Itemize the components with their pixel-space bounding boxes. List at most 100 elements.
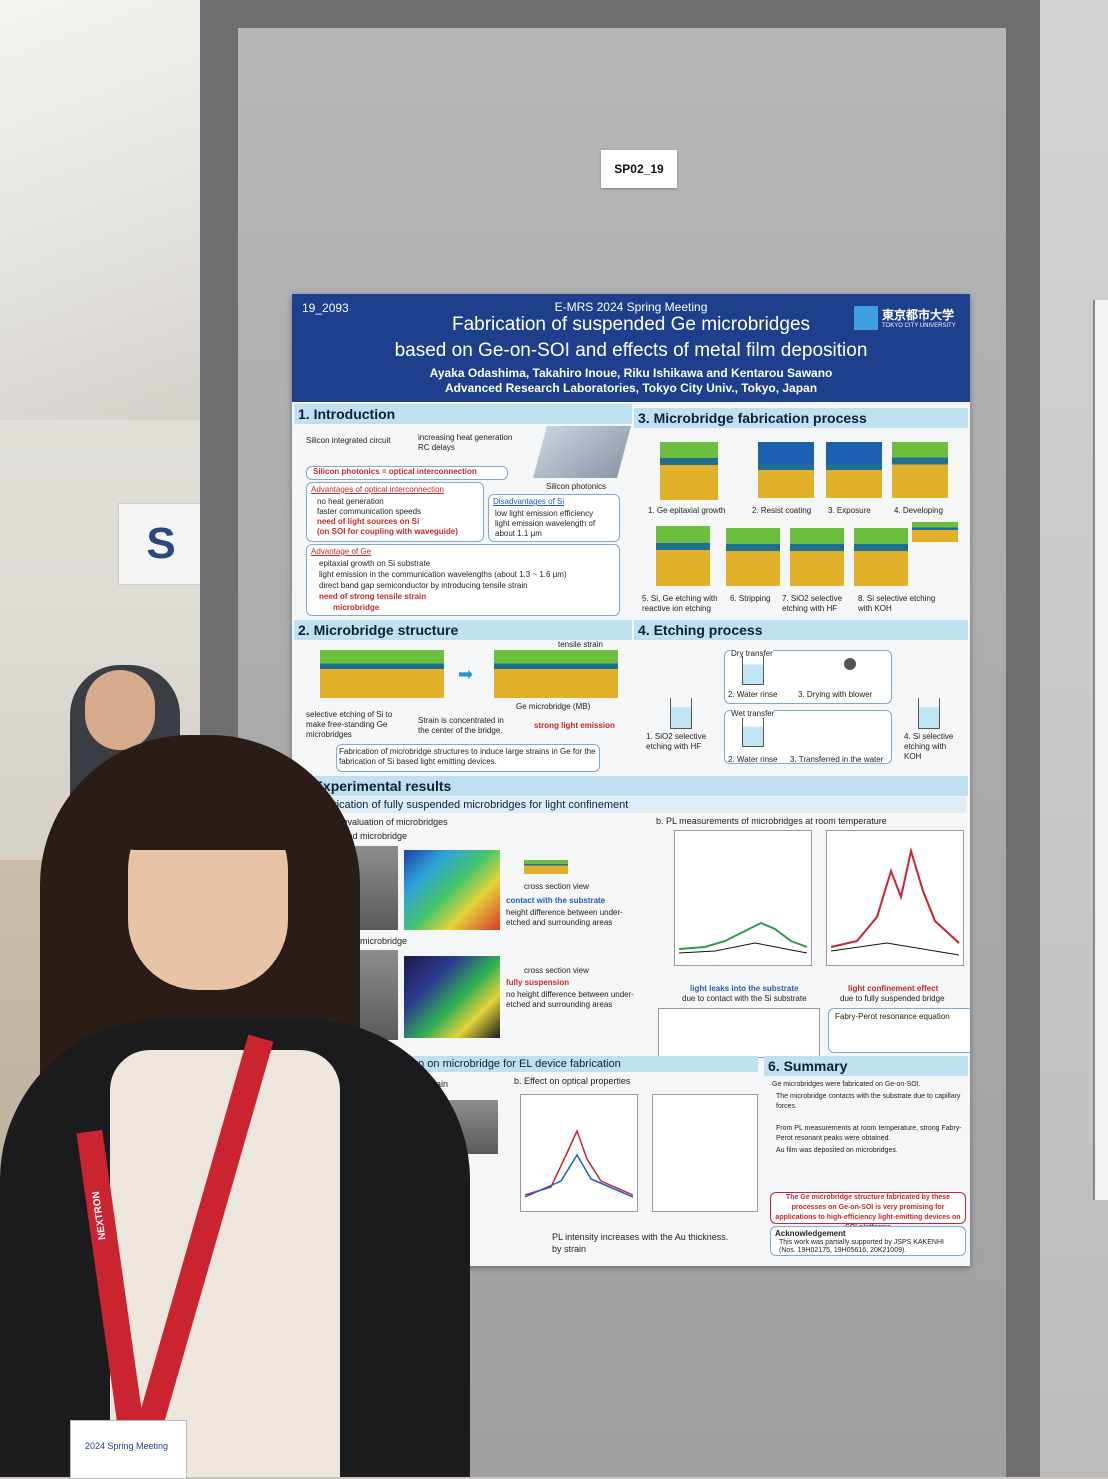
height-diff-2: no height difference between under-etche…: [506, 990, 634, 1009]
au-integrated-plot: [652, 1094, 758, 1212]
section-fabrication-title: 3. Microbridge fabrication process: [634, 408, 968, 428]
disadv-title: Disadvantages of Si: [493, 497, 565, 506]
leak-sub: due to contact with the Si substrate: [682, 994, 807, 1003]
beaker-water-2-icon: [742, 718, 764, 747]
badge-text: 2024 Spring Meeting: [85, 1441, 169, 1451]
fab-step-1-image: [660, 442, 718, 500]
confine-label: light confinement effect: [848, 984, 939, 993]
poster-affiliation: Advanced Research Laboratories, Tokyo Ci…: [444, 381, 818, 395]
fab-step-4-image: [892, 442, 948, 498]
intro-issue-1: increasing heat generation: [418, 433, 513, 442]
contact-label: contact with the substrate: [506, 896, 606, 905]
tensile-label: tensile strain: [558, 640, 603, 649]
pl-plot-dry: [674, 830, 812, 966]
dry-mb-label: transferred microbridge: [314, 831, 408, 841]
interconnect-box: Silicon photonics = optical interconnect…: [306, 466, 508, 480]
adv-opt-2: faster communication speeds: [317, 507, 422, 516]
acknowledgement-box: Acknowledgement This work was partially …: [770, 1226, 966, 1256]
hall-sign: S: [118, 503, 204, 585]
adv-ge-title: Advantage of Ge: [311, 547, 372, 556]
arrow-right-icon: ➡: [458, 664, 474, 684]
summary-highlight: The Ge microbridge structure fabricated …: [770, 1192, 966, 1231]
optical-label: b. Effect on optical properties: [514, 1076, 631, 1086]
fab-step-2-image: [758, 442, 814, 498]
etch-step-2a: 2. Water rinse: [728, 690, 778, 699]
pl-plot-wet: [826, 830, 964, 966]
section-summary-title: 6. Summary: [764, 1056, 968, 1076]
poster-title-line2: based on Ge-on-SOI and effects of metal …: [394, 340, 868, 361]
etch-step-3a: 3. Drying with blower: [798, 690, 873, 699]
pl-plot-wet-curve: [830, 847, 960, 956]
fab-step-8-image: [854, 528, 908, 586]
poster-authors: Ayaka Odashima, Takahiro Inoue, Riku Ish…: [429, 366, 833, 380]
fab-step-6: 6. Stripping: [730, 594, 771, 603]
university-logo: 東京都市大学 TOKYO CITY UNIVERSITY: [854, 304, 964, 334]
photonics-illustration: [533, 426, 631, 478]
fab-step-4: 4. Developing: [894, 506, 943, 515]
fab-step-7-image: [790, 528, 844, 586]
adv-ge-5: microbridge: [333, 603, 380, 612]
etch-step-3b: 3. Transferred in the water: [790, 755, 884, 764]
advantages-optical-box: Advantages of optical interconnection no…: [306, 482, 484, 542]
logo-japanese: 東京都市大学: [882, 308, 955, 322]
dry-transfer-label: Dry transfer: [731, 649, 773, 659]
photonics-label: Silicon photonics: [546, 482, 607, 491]
structure-before-image: [320, 650, 444, 698]
summary-line-1: Ge microbridges were fabricated on Ge-on…: [772, 1081, 921, 1088]
adv-opt-4: (on SOI for coupling with waveguide): [317, 527, 458, 536]
pl-plot-dry-curve: [678, 921, 808, 954]
poster-meeting: E-MRS 2024 Spring Meeting: [554, 300, 708, 314]
ack-text: This work was partially supported by JSP…: [779, 1239, 944, 1254]
fp-equation-box: Fabry-Perot resonance equation: [828, 1008, 970, 1053]
summary-line-3: From PL measurements at room temperature…: [776, 1125, 962, 1142]
structure-after-image: [494, 650, 618, 698]
au-pl-plot: [520, 1094, 638, 1212]
beaker-koh-icon: [918, 698, 940, 729]
fab-step-8-detail-image: [912, 522, 958, 542]
height-map-1: [404, 850, 500, 930]
el-section-title: on on microbridge for EL device fabricat…: [412, 1056, 758, 1072]
fab-step-6-image: [726, 528, 780, 586]
confine-sub: due to fully suspended bridge: [840, 994, 945, 1003]
background-person-head: [85, 670, 155, 750]
beaker-hf-icon: [670, 698, 692, 729]
fab-step-1: 1. Ge epitaxial growth: [648, 506, 726, 515]
structure-strain-text: Strain is concentrated in the center of …: [418, 716, 504, 735]
adv-ge-1: epitaxial growth on Si substrate: [319, 559, 431, 568]
poster: 19_2093 E-MRS 2024 Spring Meeting Fabric…: [292, 294, 970, 1266]
au-note: PL intensity increases with the Au thick…: [552, 1232, 729, 1242]
beaker-water-icon: [742, 656, 764, 685]
structure-note: Fabrication of microbridge structures to…: [336, 744, 600, 772]
intro-circuit: Silicon integrated circuit: [306, 436, 391, 445]
cross-section-1-label: cross section view: [524, 882, 589, 891]
advantage-ge-box: Advantage of Ge epitaxial growth on Si s…: [306, 544, 620, 616]
etch-step-2b: 2. Water rinse: [728, 755, 778, 764]
structure-etch-text: selective etching of Si to make free-sta…: [306, 710, 393, 739]
fab-step-3-image: [826, 442, 882, 498]
fab-step-8: 8. Si selective etching with KOH: [858, 594, 936, 613]
by-strain-label: by strain: [552, 1244, 587, 1254]
adv-opt-title: Advantages of optical interconnection: [311, 485, 444, 494]
poster-header: 19_2093 E-MRS 2024 Spring Meeting Fabric…: [292, 294, 970, 402]
pl-title: b. PL measurements of microbridges at ro…: [656, 816, 887, 826]
adv-ge-4: need of strong tensile strain: [319, 592, 427, 601]
strong-emission-label: strong light emission: [534, 721, 615, 730]
section-results-title: 5. Experimental results: [294, 776, 968, 796]
leak-label: light leaks into the substrate: [690, 984, 799, 993]
etch-step-4: 4. Si selective etching with KOH: [904, 732, 954, 761]
disadvantages-si-box: Disadvantages of Si low light emission e…: [488, 494, 620, 542]
disadv-1: low light emission efficiency: [495, 509, 594, 518]
logo-mark-icon: [854, 306, 878, 330]
mb-label: Ge microbridge (MB): [516, 702, 591, 711]
height-diff-1: height difference between under-etched a…: [506, 908, 623, 927]
cross-section-2-label: cross section view: [524, 966, 589, 975]
fp-equation-label: Fabry-Perot resonance equation: [835, 1012, 950, 1021]
fully-suspension-label: fully suspension: [506, 978, 570, 987]
disadv-2: light emission wavelength of about 1.1 μ…: [495, 519, 596, 538]
height-map-2: [404, 956, 500, 1038]
section-etching-title: 4. Etching process: [634, 620, 968, 640]
ack-title: Acknowledgement: [775, 1229, 846, 1238]
adv-opt-3: need of light sources on Si: [317, 517, 420, 526]
section-structure-title: 2. Microbridge structure: [294, 620, 632, 640]
fab-step-5-image: [656, 526, 710, 586]
